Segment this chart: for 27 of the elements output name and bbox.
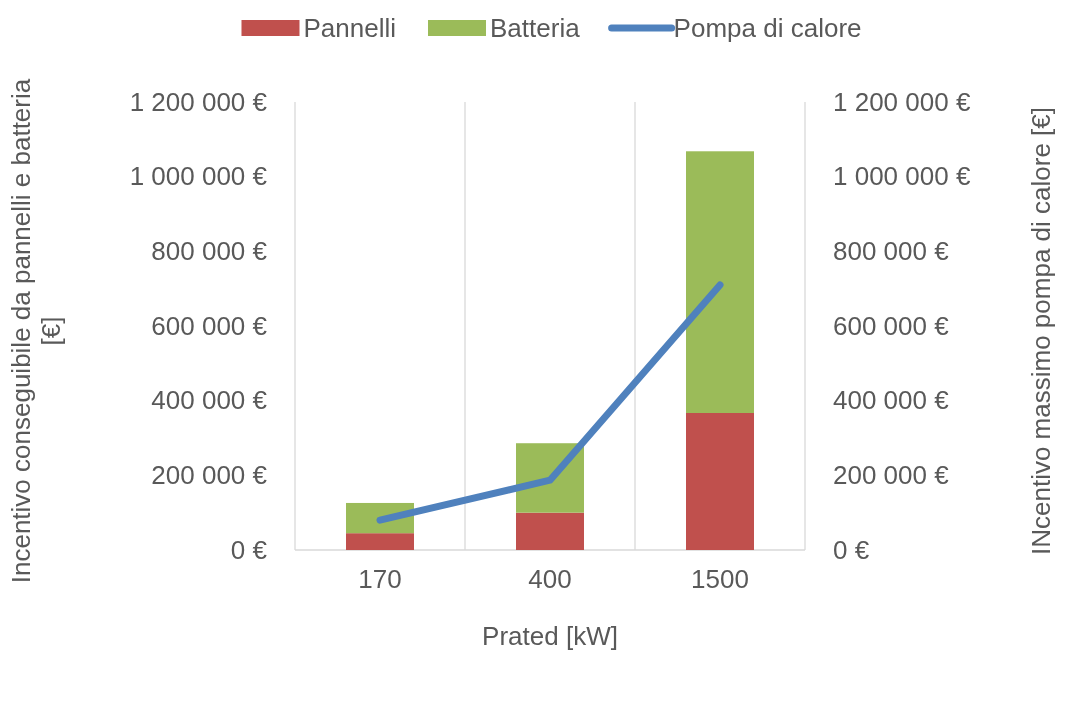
bar [346,533,414,550]
bar [516,512,584,550]
y2-tick-label: 400 000 € [833,385,950,416]
x-axis-title: Prated [kW] [482,621,618,651]
x-tick-label: 400 [528,564,572,595]
y2-tick-label: 0 € [833,534,870,565]
y2-tick-label: 600 000 € [833,310,950,341]
y2-tick-label: 800 000 € [833,236,950,267]
y2-tick-label: 1 200 000 € [833,86,971,117]
y-tick-label: 0 € [230,534,268,565]
y-tick-label: 1 200 000 € [129,86,268,117]
y2-tick-label: 200 000 € [833,460,950,491]
y-axis-title: Incentivo conseguibile da pannelli e batteria [€] [6,78,66,584]
x-tick-label: 1500 [691,564,749,595]
y2-tick-label: 1 000 000 € [833,161,971,192]
y-tick-label: 200 000 € [151,460,268,491]
legend-label: Pannelli [303,13,397,43]
legend-label: Batteria [490,13,581,43]
bar [686,412,754,550]
legend-label: Pompa di calore [673,13,862,43]
y-tick-label: 600 000 € [151,310,268,341]
bar [686,151,754,413]
y-tick-label: 400 000 € [151,385,268,416]
y-tick-label: 1 000 000 € [129,161,268,192]
y-tick-label: 800 000 € [151,236,268,267]
y2-axis-title: INcentivo massimo pompa di calore [€] [1026,107,1056,555]
x-tick-label: 170 [358,564,402,595]
